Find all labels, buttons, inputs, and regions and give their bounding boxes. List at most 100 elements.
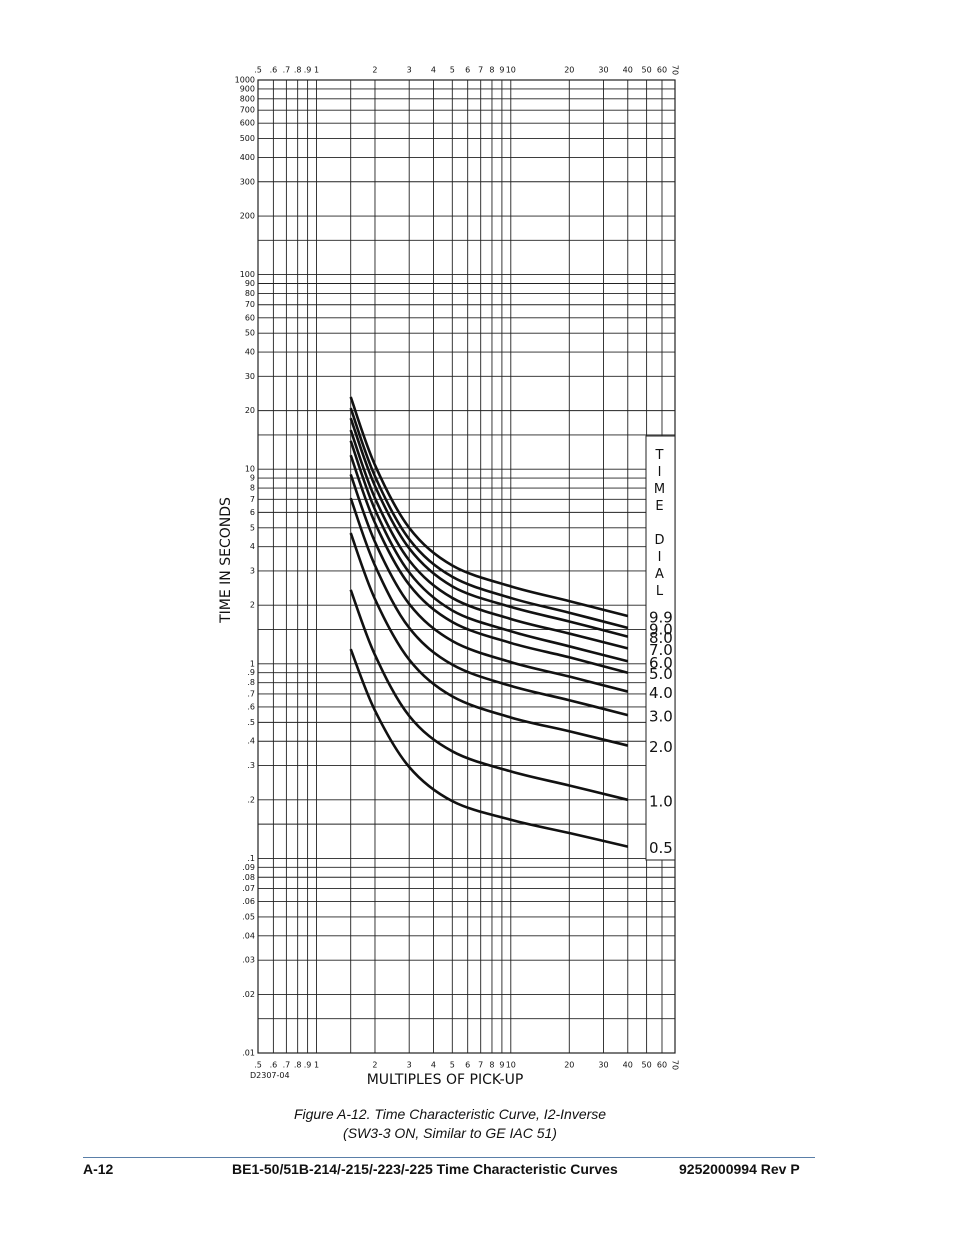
x-tick-label: 20 bbox=[564, 1061, 574, 1070]
y-tick-label: 500 bbox=[240, 134, 255, 143]
y-tick-label: 80 bbox=[245, 289, 255, 298]
y-tick-label: .7 bbox=[247, 689, 255, 698]
x-tick-label: .7 bbox=[283, 66, 291, 75]
plot-frame bbox=[257, 79, 676, 1054]
x-tick-label: 3 bbox=[407, 1061, 412, 1070]
y-tick-label: 4 bbox=[250, 542, 255, 551]
legend-label: 7.0 bbox=[649, 641, 673, 659]
y-tick-label: 60 bbox=[245, 313, 255, 322]
y-tick-label: 30 bbox=[245, 372, 255, 381]
x-axis-title: MULTIPLES OF PICK-UP bbox=[367, 1072, 524, 1088]
x-tick-label: 7 bbox=[478, 66, 483, 75]
curve bbox=[349, 473, 629, 693]
x-tick-label: 9 bbox=[499, 66, 504, 75]
y-tick-label: .9 bbox=[247, 668, 255, 677]
x-tick-label: 1 bbox=[314, 1061, 319, 1070]
y-tick-label: 6 bbox=[250, 508, 255, 517]
y-tick-label: 1 bbox=[250, 659, 255, 668]
x-tick-label: 40 bbox=[623, 66, 633, 75]
x-tick-label: 6 bbox=[465, 66, 470, 75]
x-tick-label: 2 bbox=[372, 66, 377, 75]
y-tick-label: .05 bbox=[242, 912, 255, 921]
x-tick-label: 30 bbox=[598, 1061, 608, 1070]
page-number: A-12 bbox=[83, 1161, 114, 1177]
x-tick-label: .8 bbox=[294, 1061, 302, 1070]
curve bbox=[349, 454, 629, 674]
y-tick-label: 1000 bbox=[235, 76, 255, 85]
x-tick-label: 30 bbox=[598, 66, 608, 75]
legend-label: 0.5 bbox=[649, 839, 673, 857]
legend-label: 9.9 bbox=[649, 609, 673, 627]
legend-label: 6.0 bbox=[649, 654, 673, 672]
y-tick-label: 7 bbox=[250, 495, 255, 504]
y-tick-label: .06 bbox=[242, 897, 255, 906]
curve bbox=[349, 440, 629, 663]
curve bbox=[349, 497, 629, 717]
x-tick-label: 8 bbox=[489, 66, 494, 75]
x-tick-label: 4 bbox=[431, 1061, 436, 1070]
curve bbox=[349, 532, 629, 747]
x-tick-label: .9 bbox=[304, 1061, 312, 1070]
y-tick-label: .6 bbox=[247, 702, 255, 711]
x-tick-label: .5 bbox=[254, 1061, 262, 1070]
y-tick-label: .01 bbox=[242, 1049, 255, 1058]
x-tick-label: 70 bbox=[671, 1060, 680, 1070]
y-tick-label: 40 bbox=[245, 348, 255, 357]
y-tick-label: 3 bbox=[250, 566, 255, 575]
y-tick-label: 20 bbox=[245, 406, 255, 415]
y-tick-label: 200 bbox=[240, 212, 255, 221]
y-tick-label: .8 bbox=[247, 678, 255, 687]
footer-rule bbox=[83, 1157, 815, 1158]
y-tick-label: .02 bbox=[242, 990, 255, 999]
x-tick-label: 1 bbox=[314, 66, 319, 75]
x-tick-label: 10 bbox=[506, 1061, 516, 1070]
y-tick-label: .3 bbox=[247, 761, 255, 770]
footer-title: BE1-50/51B-214/-215/-223/-225 Time Chara… bbox=[232, 1161, 618, 1177]
x-tick-label: 8 bbox=[489, 1061, 494, 1070]
x-tick-label: .7 bbox=[283, 1061, 291, 1070]
y-tick-label: .09 bbox=[242, 863, 255, 872]
x-tick-label: .6 bbox=[270, 1061, 278, 1070]
y-tick-label: .03 bbox=[242, 956, 255, 965]
y-tick-label: 5 bbox=[250, 523, 255, 532]
x-tick-label: 5 bbox=[450, 66, 455, 75]
y-tick-label: 8 bbox=[250, 484, 255, 493]
caption: (SW3-3 ON, Similar to GE IAC 51) bbox=[343, 1125, 557, 1141]
y-tick-label: .04 bbox=[242, 931, 255, 940]
y-tick-label: 600 bbox=[240, 119, 255, 128]
y-tick-label: 700 bbox=[240, 106, 255, 115]
x-tick-label: 50 bbox=[642, 1061, 652, 1070]
legend-label: 1.0 bbox=[649, 792, 673, 810]
x-tick-label: 50 bbox=[642, 66, 652, 75]
y-tick-label: .1 bbox=[247, 854, 255, 863]
y-tick-label: 10 bbox=[245, 465, 255, 474]
y-tick-label: .07 bbox=[242, 884, 255, 893]
curve bbox=[349, 648, 629, 848]
curve bbox=[349, 429, 629, 650]
caption: Figure A-12. Time Characteristic Curve, … bbox=[293, 1106, 607, 1122]
x-tick-label: 20 bbox=[564, 66, 574, 75]
x-tick-label: 5 bbox=[450, 1061, 455, 1070]
x-tick-label: 3 bbox=[407, 66, 412, 75]
y-tick-label: .2 bbox=[247, 795, 255, 804]
curve bbox=[349, 407, 629, 630]
x-tick-label: 2 bbox=[372, 1061, 377, 1070]
x-tick-label: 7 bbox=[478, 1061, 483, 1070]
y-tick-label: 50 bbox=[245, 329, 255, 338]
curve bbox=[349, 396, 629, 618]
x-tick-label: 4 bbox=[431, 66, 436, 75]
legend-label: 2.0 bbox=[649, 738, 673, 756]
y-tick-label: 400 bbox=[240, 153, 255, 162]
y-tick-label: .4 bbox=[247, 737, 255, 746]
x-tick-label: .6 bbox=[270, 66, 278, 75]
x-tick-label: 6 bbox=[465, 1061, 470, 1070]
y-tick-label: .08 bbox=[242, 873, 255, 882]
legend-label: 3.0 bbox=[649, 708, 673, 726]
y-tick-label: 70 bbox=[245, 300, 255, 309]
x-tick-label: 40 bbox=[623, 1061, 633, 1070]
y-tick-label: 300 bbox=[240, 177, 255, 186]
x-tick-label: .5 bbox=[254, 66, 262, 75]
legend-label: 5.0 bbox=[649, 665, 673, 683]
